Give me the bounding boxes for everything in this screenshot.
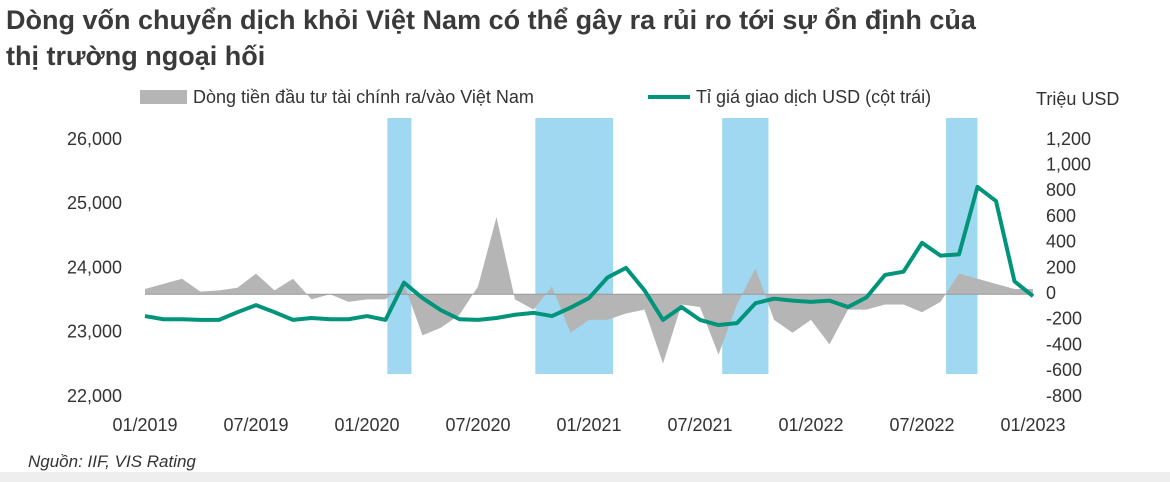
y2-tick-label: 0 xyxy=(1046,283,1056,303)
x-tick-label: 01/2021 xyxy=(556,415,621,435)
chart: 22,000 23,000 24,000 25,000 26,000 -800 -600 -4… xyxy=(67,87,1119,435)
y-tick-label: 23,000 xyxy=(67,322,122,342)
legend-label: Dòng tiền đầu tư tài chính ra/vào Việt N… xyxy=(193,87,534,107)
x-tick-label: 07/2019 xyxy=(223,415,288,435)
y-tick-label: 22,000 xyxy=(67,386,122,406)
legend-swatch xyxy=(140,90,187,104)
y-tick-label: 24,000 xyxy=(67,257,122,277)
y2-tick-label: 800 xyxy=(1046,180,1076,200)
x-tick-label: 01/2019 xyxy=(112,415,177,435)
y-tick-label: 26,000 xyxy=(67,129,122,149)
y2-tick-label: -200 xyxy=(1046,309,1082,329)
x-tick-label: 07/2020 xyxy=(445,415,510,435)
x-tick-label: 01/2020 xyxy=(334,415,399,435)
y2-tick-label: -800 xyxy=(1046,386,1082,406)
source-note: Nguồn: IIF, VIS Rating xyxy=(28,452,196,471)
footer-strip xyxy=(0,472,1170,482)
y2-tick-label: 1,200 xyxy=(1046,129,1091,149)
rate-line xyxy=(144,184,1035,328)
highlight-band xyxy=(535,118,614,374)
highlight-band xyxy=(722,118,769,374)
y2-tick-label: 600 xyxy=(1046,206,1076,226)
x-tick-label: 07/2022 xyxy=(889,415,954,435)
legend-label: Tỉ giá giao dịch USD (cột trái) xyxy=(696,87,931,107)
x-tick-label: 01/2022 xyxy=(778,415,843,435)
x-tick-label: 07/2021 xyxy=(667,415,732,435)
chart-title: Dòng vốn chuyển dịch khỏi Việt Nam có th… xyxy=(6,5,976,71)
x-tick-label: 01/2023 xyxy=(1000,415,1065,435)
y2-tick-label: -400 xyxy=(1046,334,1082,354)
y2-tick-label: 1,000 xyxy=(1046,154,1091,174)
highlight-band xyxy=(387,118,412,374)
y2-tick-label: 200 xyxy=(1046,257,1076,277)
y2-axis-label: Triệu USD xyxy=(1036,89,1119,109)
y2-tick-label: -600 xyxy=(1046,360,1082,380)
y-tick-label: 25,000 xyxy=(67,193,122,213)
y2-tick-label: 400 xyxy=(1046,232,1076,252)
